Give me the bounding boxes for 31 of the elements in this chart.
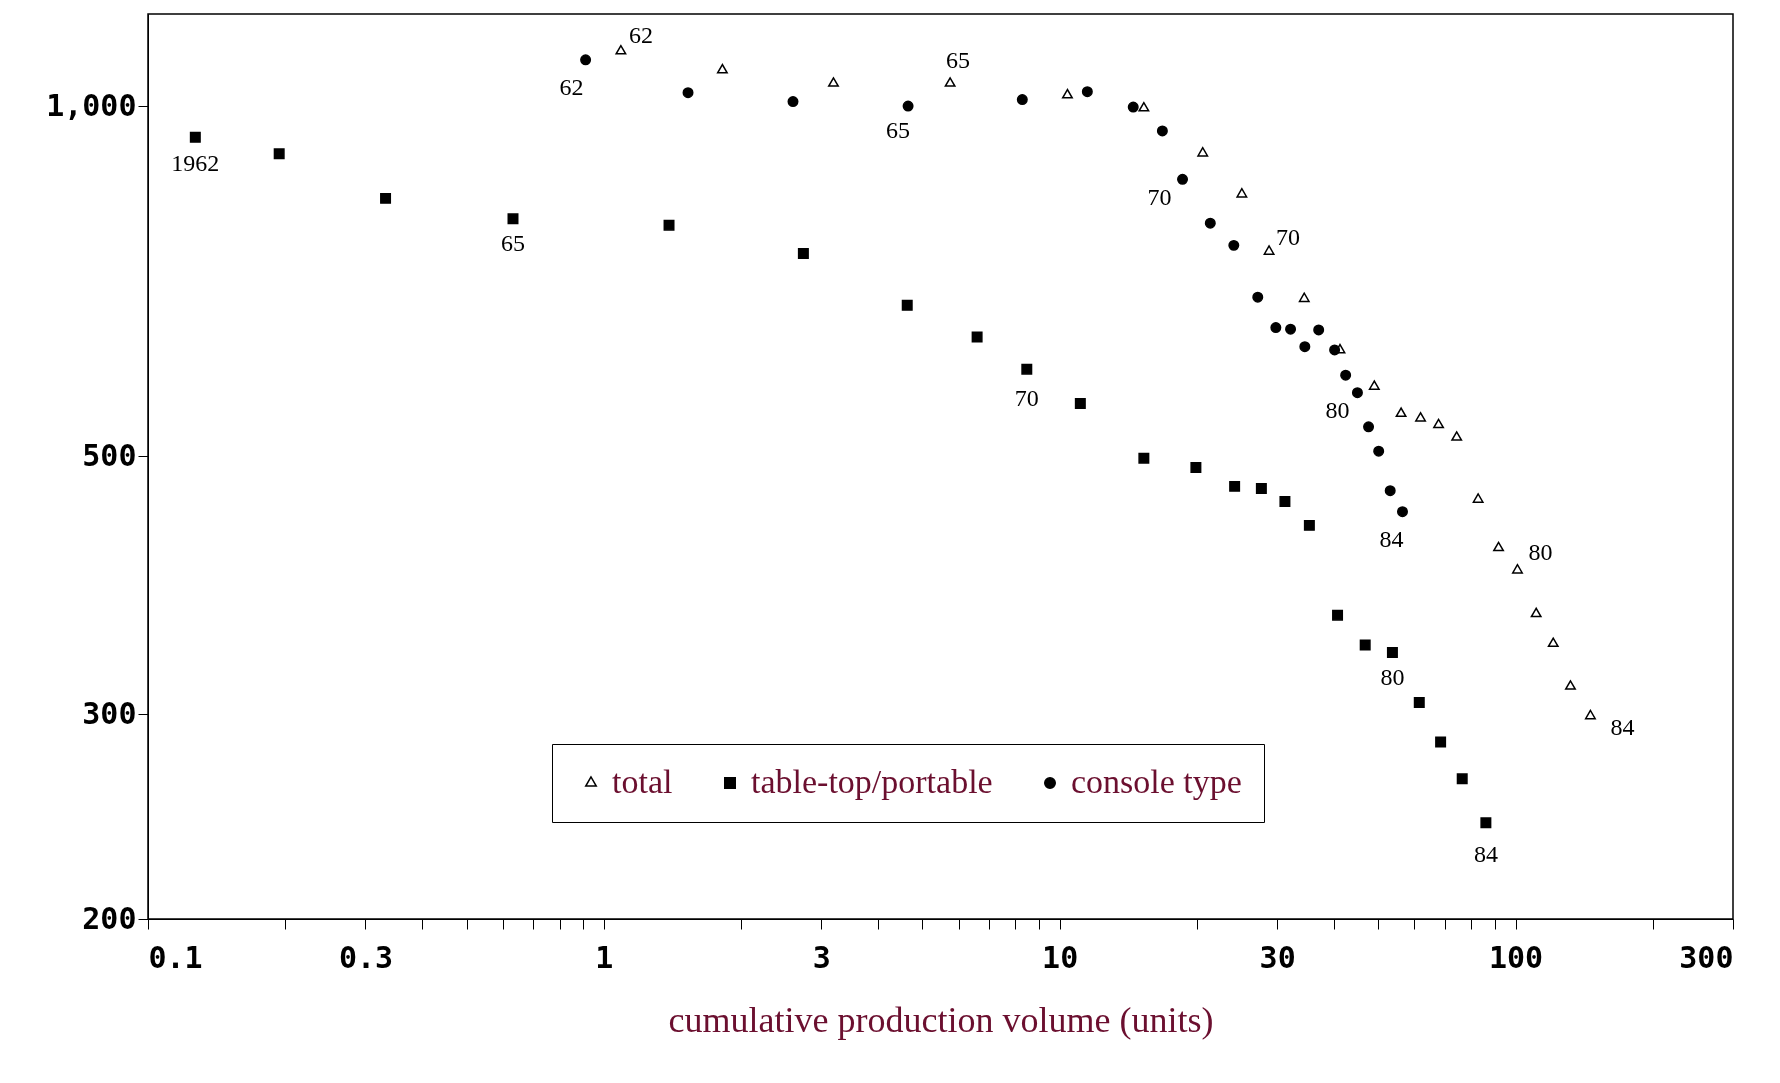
x-tick-label: 0.3 (338, 939, 394, 975)
annotation: 65 (501, 229, 525, 256)
annotation: 65 (946, 47, 971, 74)
x-tick-label: 100 (1488, 939, 1544, 975)
x-tick-label: 300 (1679, 939, 1734, 975)
x-tick-label: 3 (812, 939, 831, 975)
annotation: 84 (1379, 525, 1404, 552)
annotation: 65 (886, 117, 911, 144)
annotation: 84 (1473, 840, 1498, 867)
legend-label: table-top/portable (751, 763, 993, 800)
annotation: 62 (628, 22, 653, 49)
annotation: 62 (559, 73, 584, 100)
annotation: 80 (1380, 664, 1405, 691)
x-tick-label: 10 (1042, 939, 1079, 975)
x-axis-title: cumulative production volume (units) (668, 999, 1214, 1040)
legend-label: total (612, 763, 673, 800)
y-tick-label: 200 (82, 900, 137, 936)
annotation: 70 (1276, 224, 1301, 251)
y-tick-label: 1,000 (46, 87, 137, 123)
x-tick-label: 0.1 (148, 939, 203, 975)
annotation: 1962 (171, 150, 220, 177)
annotation: 80 (1528, 539, 1553, 566)
annotation: 80 (1325, 396, 1350, 423)
legend-label: console type (1071, 763, 1242, 800)
annotation: 70 (1147, 184, 1172, 211)
x-tick-label: 30 (1259, 939, 1296, 975)
y-tick-label: 500 (82, 437, 137, 473)
annotation: 70 (1014, 385, 1039, 412)
x-tick-label: 1 (595, 939, 614, 975)
y-tick-label: 300 (82, 695, 137, 731)
annotation: 84 (1610, 713, 1635, 740)
